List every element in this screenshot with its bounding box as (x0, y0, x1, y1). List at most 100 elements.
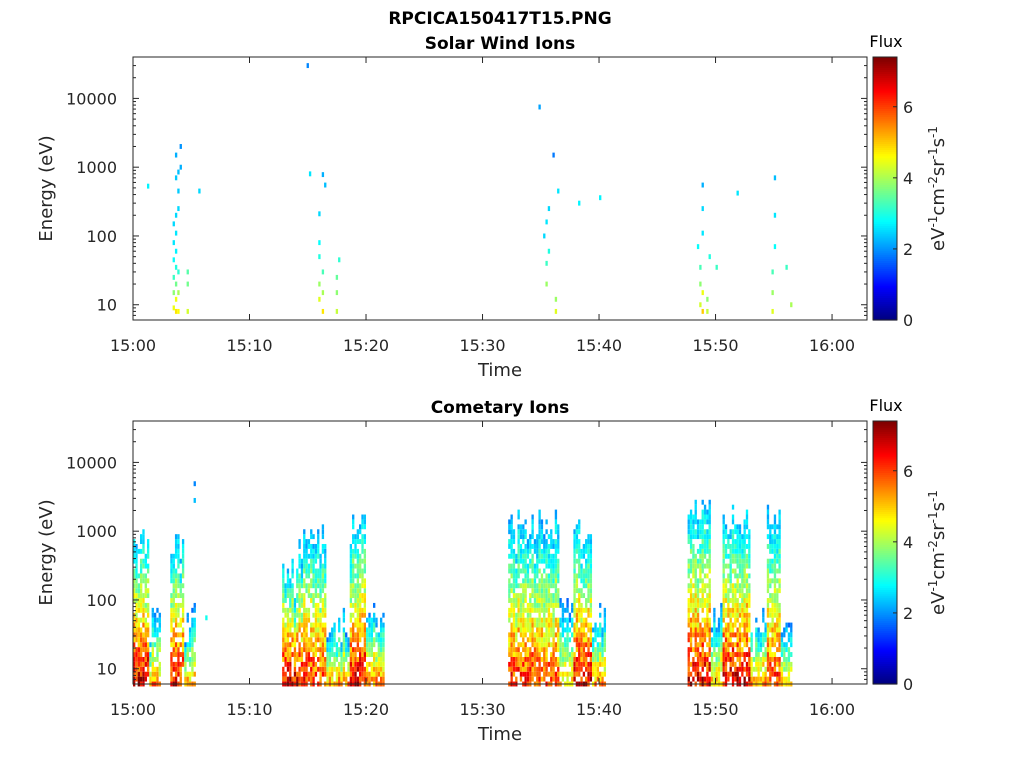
burst-cell (557, 602, 560, 608)
burst-cell (142, 563, 145, 569)
burst-cell (736, 539, 739, 544)
burst-cell (512, 647, 516, 653)
burst-cell (186, 612, 189, 618)
burst-cell (578, 632, 581, 638)
burst-cell (741, 573, 744, 579)
data-cell (773, 244, 777, 250)
burst-cell (522, 563, 525, 569)
colorbar-segment (873, 581, 897, 584)
burst-cell (184, 661, 187, 667)
burst-cell (293, 647, 297, 653)
burst-cell (582, 553, 586, 559)
burst-cell (314, 642, 318, 648)
burst-cell (552, 598, 555, 603)
burst-cell (289, 617, 292, 623)
burst-cell (133, 548, 136, 554)
burst-cell (557, 573, 560, 579)
burst-cell (181, 568, 185, 574)
burst-cell (750, 671, 753, 677)
burst-cell (291, 642, 294, 648)
burst-cell (352, 666, 355, 672)
burst-cell (153, 642, 157, 648)
burst-cell (762, 671, 765, 677)
burst-cell (778, 622, 781, 628)
burst-cell (536, 642, 539, 648)
colorbar-segment (873, 272, 897, 276)
burst-cell (568, 627, 572, 633)
colorbar-segment (873, 626, 897, 630)
data-cell (547, 248, 551, 254)
burst-cell (589, 583, 593, 589)
burst-cell (790, 637, 793, 643)
colorbar-segment (873, 642, 897, 646)
burst-cell (708, 504, 711, 510)
burst-cell (536, 602, 539, 608)
burst-cell (382, 652, 385, 657)
burst-cell (715, 637, 718, 643)
burst-cell (328, 671, 332, 677)
burst-cell (687, 612, 690, 618)
burst-cell (561, 661, 565, 667)
burst-cell (137, 548, 140, 554)
burst-cell (296, 568, 299, 574)
burst-cell (300, 568, 304, 574)
burst-cell (356, 612, 360, 618)
burst-cell (524, 578, 527, 584)
burst-cell (596, 666, 600, 672)
burst-cell (345, 652, 348, 657)
burst-cell (342, 652, 346, 657)
colorbar-segment (873, 636, 897, 640)
burst-cell (510, 519, 513, 525)
x-tick-label: 15:50 (692, 336, 738, 355)
burst-cell (696, 519, 700, 525)
burst-cell (137, 676, 140, 682)
burst-cell (706, 514, 709, 520)
burst-cell (524, 676, 527, 682)
burst-cell (547, 642, 551, 648)
burst-cell (736, 627, 739, 633)
colorbar-label: eV-1cm-2sr-1s-1 (926, 126, 949, 251)
burst-cell (375, 656, 378, 662)
burst-cell (156, 632, 159, 638)
y-tick-label: 100 (86, 227, 117, 246)
burst-cell (566, 647, 569, 653)
burst-cell (366, 637, 369, 643)
burst-cell (533, 568, 537, 574)
burst-cell (172, 676, 175, 682)
burst-cell (144, 602, 147, 608)
burst-cell (736, 637, 739, 643)
burst-cell (538, 539, 541, 544)
burst-cell (324, 568, 327, 574)
burst-cell (722, 529, 725, 535)
colorbar-segment (873, 669, 897, 673)
burst-cell (722, 534, 725, 540)
colorbar-segment (873, 313, 897, 317)
colorbar-segment (873, 85, 897, 89)
burst-cell (526, 573, 530, 579)
colorbar-segment (873, 182, 897, 185)
burst-cell (517, 548, 520, 554)
burst-cell (589, 652, 593, 657)
burst-cell (703, 543, 707, 549)
burst-cell (191, 642, 194, 648)
colorbar-segment (873, 112, 897, 116)
burst-cell (377, 661, 380, 667)
burst-cell (575, 578, 579, 584)
colorbar-segment (873, 289, 897, 292)
burst-cell (689, 637, 693, 643)
burst-cell (177, 534, 180, 540)
colorbar-segment (873, 661, 897, 665)
burst-cell (356, 593, 360, 599)
burst-cell (158, 637, 161, 643)
burst-cell (554, 588, 558, 594)
burst-cell (745, 602, 749, 608)
burst-cell (293, 676, 297, 682)
burst-cell (172, 642, 175, 648)
burst-cell (547, 671, 551, 677)
burst-cell (694, 588, 697, 594)
burst-cell (170, 612, 173, 618)
burst-cell (713, 617, 716, 623)
burst-cell (324, 602, 327, 608)
colorbar-segment (873, 494, 897, 498)
burst-cell (324, 553, 327, 559)
